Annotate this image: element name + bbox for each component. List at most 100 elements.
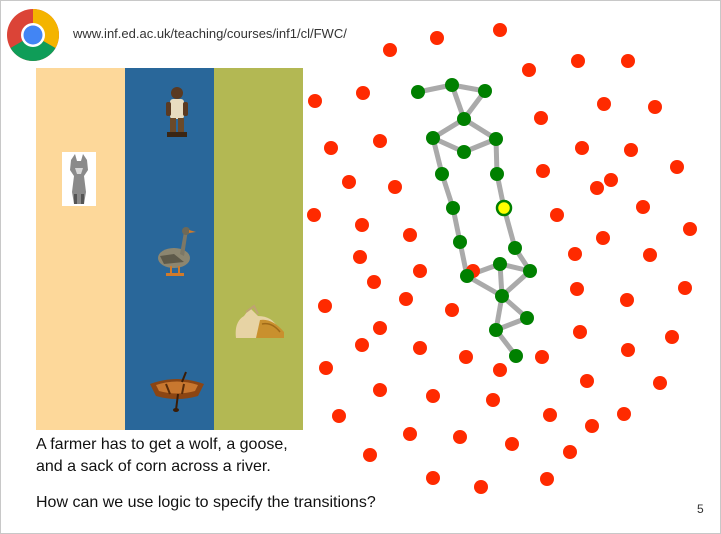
- unreachable-state-node: [643, 248, 657, 262]
- reachable-state-node: [445, 78, 459, 92]
- farmer-icon: [166, 87, 188, 137]
- unreachable-state-node: [403, 427, 417, 441]
- unreachable-state-node: [318, 299, 332, 313]
- unreachable-state-node: [573, 325, 587, 339]
- unreachable-state-node: [550, 208, 564, 222]
- unreachable-state-node: [373, 134, 387, 148]
- unreachable-state-node: [399, 292, 413, 306]
- page-number: 5: [697, 502, 704, 516]
- unreachable-state-node: [403, 228, 417, 242]
- unreachable-state-node: [522, 63, 536, 77]
- reachable-state-node: [489, 132, 503, 146]
- question-text: How can we use logic to specify the tran…: [36, 494, 376, 511]
- unreachable-state-node: [486, 393, 500, 407]
- reachable-state-node: [478, 84, 492, 98]
- unreachable-state-node: [648, 100, 662, 114]
- wolf-icon: [62, 152, 96, 206]
- unreachable-state-node: [678, 281, 692, 295]
- unreachable-state-node: [413, 264, 427, 278]
- unreachable-state-node: [597, 97, 611, 111]
- unreachable-state-node: [596, 231, 610, 245]
- unreachable-state-node: [363, 448, 377, 462]
- unreachable-state-node: [617, 407, 631, 421]
- unreachable-state-node: [307, 208, 321, 222]
- unreachable-state-node: [665, 330, 679, 344]
- unreachable-state-node: [373, 321, 387, 335]
- unreachable-state-node: [355, 218, 369, 232]
- unreachable-state-node: [342, 175, 356, 189]
- reachable-state-node: [435, 167, 449, 181]
- unreachable-state-node: [536, 164, 550, 178]
- reachable-state-node: [509, 349, 523, 363]
- unreachable-state-node: [620, 293, 634, 307]
- unreachable-state-node: [621, 343, 635, 357]
- caption-line-1: A farmer has to get a wolf, a goose,: [36, 436, 288, 453]
- graph-edges: [415, 82, 533, 359]
- unreachable-state-node: [563, 445, 577, 459]
- unreachable-state-node: [534, 111, 548, 125]
- reachable-state-node: [520, 311, 534, 325]
- reachable-state-node: [523, 264, 537, 278]
- unreachable-state-node: [636, 200, 650, 214]
- reachable-state-node: [426, 131, 440, 145]
- unreachable-state-node: [445, 303, 459, 317]
- reachable-state-node: [495, 289, 509, 303]
- state-graph: [307, 23, 697, 494]
- unreachable-state-node: [670, 160, 684, 174]
- unreachable-state-node: [570, 282, 584, 296]
- unreachable-state-node: [505, 437, 519, 451]
- unreachable-state-node: [356, 86, 370, 100]
- unreachable-state-node: [543, 408, 557, 422]
- unreachable-state-node: [324, 141, 338, 155]
- unreachable-state-node: [568, 247, 582, 261]
- reachable-state-node: [446, 201, 460, 215]
- reachable-state-node: [457, 145, 471, 159]
- unreachable-state-node: [571, 54, 585, 68]
- unreachable-state-node: [493, 23, 507, 37]
- puzzle-caption: A farmer has to get a wolf, a goose, and…: [36, 434, 336, 478]
- unreachable-state-node: [332, 409, 346, 423]
- unreachable-state-node: [430, 31, 444, 45]
- unreachable-state-node: [580, 374, 594, 388]
- unreachable-state-node: [426, 471, 440, 485]
- unreachable-state-node: [585, 419, 599, 433]
- unreachable-state-node: [367, 275, 381, 289]
- page-url[interactable]: www.inf.ed.ac.uk/teaching/courses/inf1/c…: [73, 26, 347, 41]
- unreachable-state-node: [388, 180, 402, 194]
- chrome-logo-icon: [7, 9, 59, 61]
- goose-icon: [158, 227, 196, 276]
- caption-line-2: and a sack of corn across a river.: [36, 458, 271, 475]
- unreachable-state-node: [575, 141, 589, 155]
- left-bank: [36, 68, 125, 430]
- unreachable-state-node: [413, 341, 427, 355]
- unreachable-state-node: [355, 338, 369, 352]
- unreachable-state-node: [453, 430, 467, 444]
- reachable-state-node: [411, 85, 425, 99]
- reachable-state-node: [460, 269, 474, 283]
- unreachable-state-node: [308, 94, 322, 108]
- unreachable-state-node: [540, 472, 554, 486]
- reachable-state-node: [490, 167, 504, 181]
- unreachable-state-node: [426, 389, 440, 403]
- unreachable-state-node: [624, 143, 638, 157]
- unreachable-state-node: [535, 350, 549, 364]
- unreachable-state-node: [474, 480, 488, 494]
- unreachable-state-node: [604, 173, 618, 187]
- unreachable-state-node: [373, 383, 387, 397]
- unreachable-state-node: [493, 363, 507, 377]
- unreachable-state-node: [319, 361, 333, 375]
- reachable-state-node: [457, 112, 471, 126]
- graph-nodes: [307, 23, 697, 494]
- unreachable-state-node: [621, 54, 635, 68]
- reachable-state-node: [489, 323, 503, 337]
- unreachable-state-node: [353, 250, 367, 264]
- boat-icon: [150, 371, 204, 412]
- reachable-state-node: [508, 241, 522, 255]
- unreachable-state-node: [653, 376, 667, 390]
- unreachable-state-node: [459, 350, 473, 364]
- unreachable-state-node: [383, 43, 397, 57]
- reachable-state-node: [453, 235, 467, 249]
- right-bank: [214, 68, 303, 430]
- river-scene: [36, 68, 303, 430]
- corn-sack-icon: [235, 304, 284, 338]
